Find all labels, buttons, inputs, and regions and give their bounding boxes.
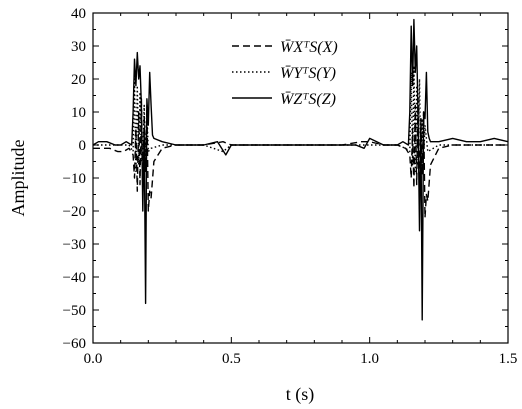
x-tick-label: 0.0 (84, 351, 103, 367)
legend: W̄XᵀS(X) W̄YᵀS(Y) W̄ZᵀS(Z) (232, 39, 338, 108)
x-tick-label: 0.5 (222, 351, 241, 367)
plot-frame (92, 12, 509, 344)
legend-label-3: W̄ZᵀS(Z) (280, 91, 336, 108)
series-line-1 (93, 98, 508, 219)
y-tick-label: −60 (63, 336, 86, 352)
y-tick-label: −50 (63, 303, 86, 319)
y-axis-title: Amplitude (8, 139, 28, 216)
y-tick-label: −40 (63, 270, 86, 286)
y-tick-label: −10 (63, 171, 86, 187)
series-layer (92, 18, 509, 321)
series-line-2 (93, 65, 508, 186)
y-tick-label: 10 (71, 105, 86, 121)
series-line-3 (92, 18, 509, 321)
y-tick-label: 20 (71, 72, 86, 88)
y-tick-label: −20 (63, 204, 86, 220)
legend-label-1: W̄XᵀS(X) (280, 39, 338, 56)
x-tick-label: 1.5 (499, 351, 518, 367)
x-axis-title: t (s) (286, 384, 315, 405)
y-tick-label: 0 (79, 138, 87, 154)
y-tick-label: −30 (63, 237, 86, 253)
tick-labels: 0.0 0.5 1.0 1.5 40 30 20 10 0 −10 −20 −30 −40 −50 −60 (63, 6, 518, 367)
ticks (92, 12, 509, 344)
y-tick-label: 40 (71, 6, 86, 22)
x-tick-label: 1.0 (360, 351, 379, 367)
legend-label-2: W̄YᵀS(Y) (280, 65, 336, 82)
y-tick-label: 30 (71, 39, 86, 55)
